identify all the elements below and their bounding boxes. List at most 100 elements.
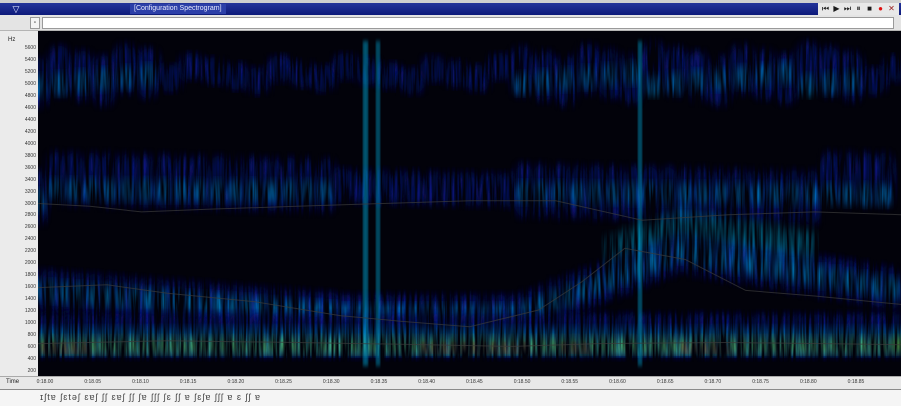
- spectrogram-canvas[interactable]: [38, 31, 901, 376]
- energy-blob: [606, 181, 622, 206]
- energy-blob: [222, 61, 250, 90]
- frequency-unit-label: Hz: [8, 37, 16, 43]
- energy-blob: [601, 63, 619, 88]
- energy-blob: [117, 65, 135, 90]
- energy-blob: [757, 221, 775, 258]
- energy-blob: [755, 63, 773, 88]
- energy-blob: [464, 64, 492, 93]
- energy-blob: [264, 178, 280, 203]
- energy-blob: [66, 177, 82, 202]
- energy-blob: [48, 177, 64, 202]
- energy-blob: [300, 179, 316, 204]
- frequency-tick: 5200: [24, 68, 36, 75]
- energy-blob: [494, 171, 518, 208]
- energy-blob: [822, 182, 838, 207]
- toolbar-small-button[interactable]: ▫: [30, 17, 40, 29]
- energy-blob: [288, 59, 316, 88]
- energy-blob: [715, 213, 733, 250]
- time-tick: 0:18.55: [561, 379, 579, 385]
- window-menu-icon[interactable]: ▽: [12, 4, 20, 14]
- formant-track: [38, 340, 901, 347]
- energy-blob: [777, 61, 795, 86]
- frequency-tick: 5000: [24, 80, 36, 87]
- energy-blob: [156, 178, 172, 203]
- energy-blob: [858, 182, 874, 207]
- energy-blob: [386, 169, 410, 206]
- stop-icon[interactable]: ■: [867, 4, 872, 13]
- transcription-text: ɪʃtɐ ʃɛtəʃ ɛɐʃ ʃʃ ɛɐʃ ʃʃ ʃɐ ʃʃʃ ʃɛ ʃʃ ɐ …: [40, 392, 262, 402]
- energy-blob: [442, 59, 470, 88]
- energy-blob: [860, 67, 888, 96]
- energy-blob: [729, 216, 747, 253]
- energy-blob: [156, 64, 184, 93]
- energy-blob: [821, 71, 839, 96]
- energy-blob: [38, 73, 47, 98]
- formant-track: [38, 247, 901, 328]
- energy-blob: [876, 182, 892, 207]
- frequency-axis: Hz 5600 5400 5200 5000 4800 4600 4400 4200 4000 3…: [0, 31, 38, 376]
- energy-blob: [689, 69, 707, 94]
- energy-blob: [228, 178, 244, 203]
- time-tick: 0:18.50: [513, 379, 531, 385]
- energy-blob: [785, 225, 803, 262]
- energy-blob: [696, 181, 712, 206]
- energy-blob: [617, 227, 635, 264]
- frequency-tick: 2800: [24, 212, 36, 219]
- close-icon[interactable]: ✕: [888, 4, 895, 13]
- energy-blob: [579, 65, 597, 90]
- pause-icon[interactable]: ⏸: [856, 4, 861, 13]
- time-tick: 0:18.35: [370, 379, 388, 385]
- energy-blob: [246, 178, 262, 203]
- energy-blob: [660, 181, 676, 206]
- frequency-tick: 3800: [24, 152, 36, 159]
- energy-blob: [645, 216, 663, 253]
- frequency-tick: 2400: [24, 236, 36, 243]
- energy-blob: [659, 210, 677, 247]
- energy-blob: [440, 170, 464, 207]
- frequency-tick: 1800: [24, 272, 36, 279]
- energy-blob: [843, 69, 861, 94]
- frequency-tick: 2600: [24, 224, 36, 231]
- step-icon[interactable]: ⏭: [843, 4, 852, 13]
- toolbar-range-field[interactable]: [42, 17, 894, 29]
- frequency-tick: 4800: [24, 92, 36, 99]
- skip-start-icon[interactable]: ⏮: [821, 4, 830, 13]
- time-tick: 0:18.75: [752, 379, 769, 385]
- energy-blob: [513, 71, 531, 96]
- record-icon[interactable]: ●: [878, 4, 883, 13]
- energy-blob: [799, 228, 817, 265]
- frequency-tick: 400: [27, 356, 36, 363]
- energy-blob: [420, 54, 448, 83]
- title-bar: ▽ [Configuration Spectrogram] ⏮ ▶ ⏭ ⏸ ■ ● ✕: [0, 3, 901, 15]
- energy-blob: [266, 54, 294, 83]
- energy-blob: [743, 218, 761, 255]
- frequency-tick: 4600: [24, 104, 36, 111]
- energy-blob: [678, 181, 694, 206]
- frequency-tick: 1600: [24, 284, 36, 291]
- energy-blob: [882, 55, 901, 84]
- energy-blob: [711, 67, 729, 92]
- frequency-tick: 4200: [24, 128, 36, 135]
- energy-blob: [178, 52, 206, 81]
- time-tick: 0:18.85: [847, 379, 865, 385]
- energy-blob: [768, 182, 784, 207]
- energy-blob: [840, 182, 856, 207]
- frequency-tick: 4000: [24, 140, 36, 147]
- time-tick: 0:18.80: [799, 379, 817, 385]
- frequency-tick: 4400: [24, 116, 36, 123]
- energy-blob: [200, 57, 228, 86]
- energy-blob: [535, 69, 553, 94]
- frequency-tick: 1400: [24, 296, 36, 303]
- energy-blob: [282, 179, 298, 204]
- formant-track: [38, 200, 901, 221]
- frequency-tick: 3200: [24, 188, 36, 195]
- burst-streak: [638, 41, 642, 366]
- frequency-tick: 2000: [24, 260, 36, 267]
- play-icon[interactable]: ▶: [833, 4, 840, 13]
- energy-blob: [516, 180, 532, 205]
- frequency-tick: 3000: [24, 200, 36, 207]
- energy-blob: [138, 178, 154, 203]
- transcription-tier[interactable]: ɪʃtɐ ʃɛtəʃ ɛɐʃ ʃʃ ɛɐʃ ʃʃ ʃɐ ʃʃʃ ʃɛ ʃʃ ɐ …: [0, 389, 901, 406]
- energy-blob: [624, 181, 640, 206]
- frequency-tick: 3600: [24, 164, 36, 171]
